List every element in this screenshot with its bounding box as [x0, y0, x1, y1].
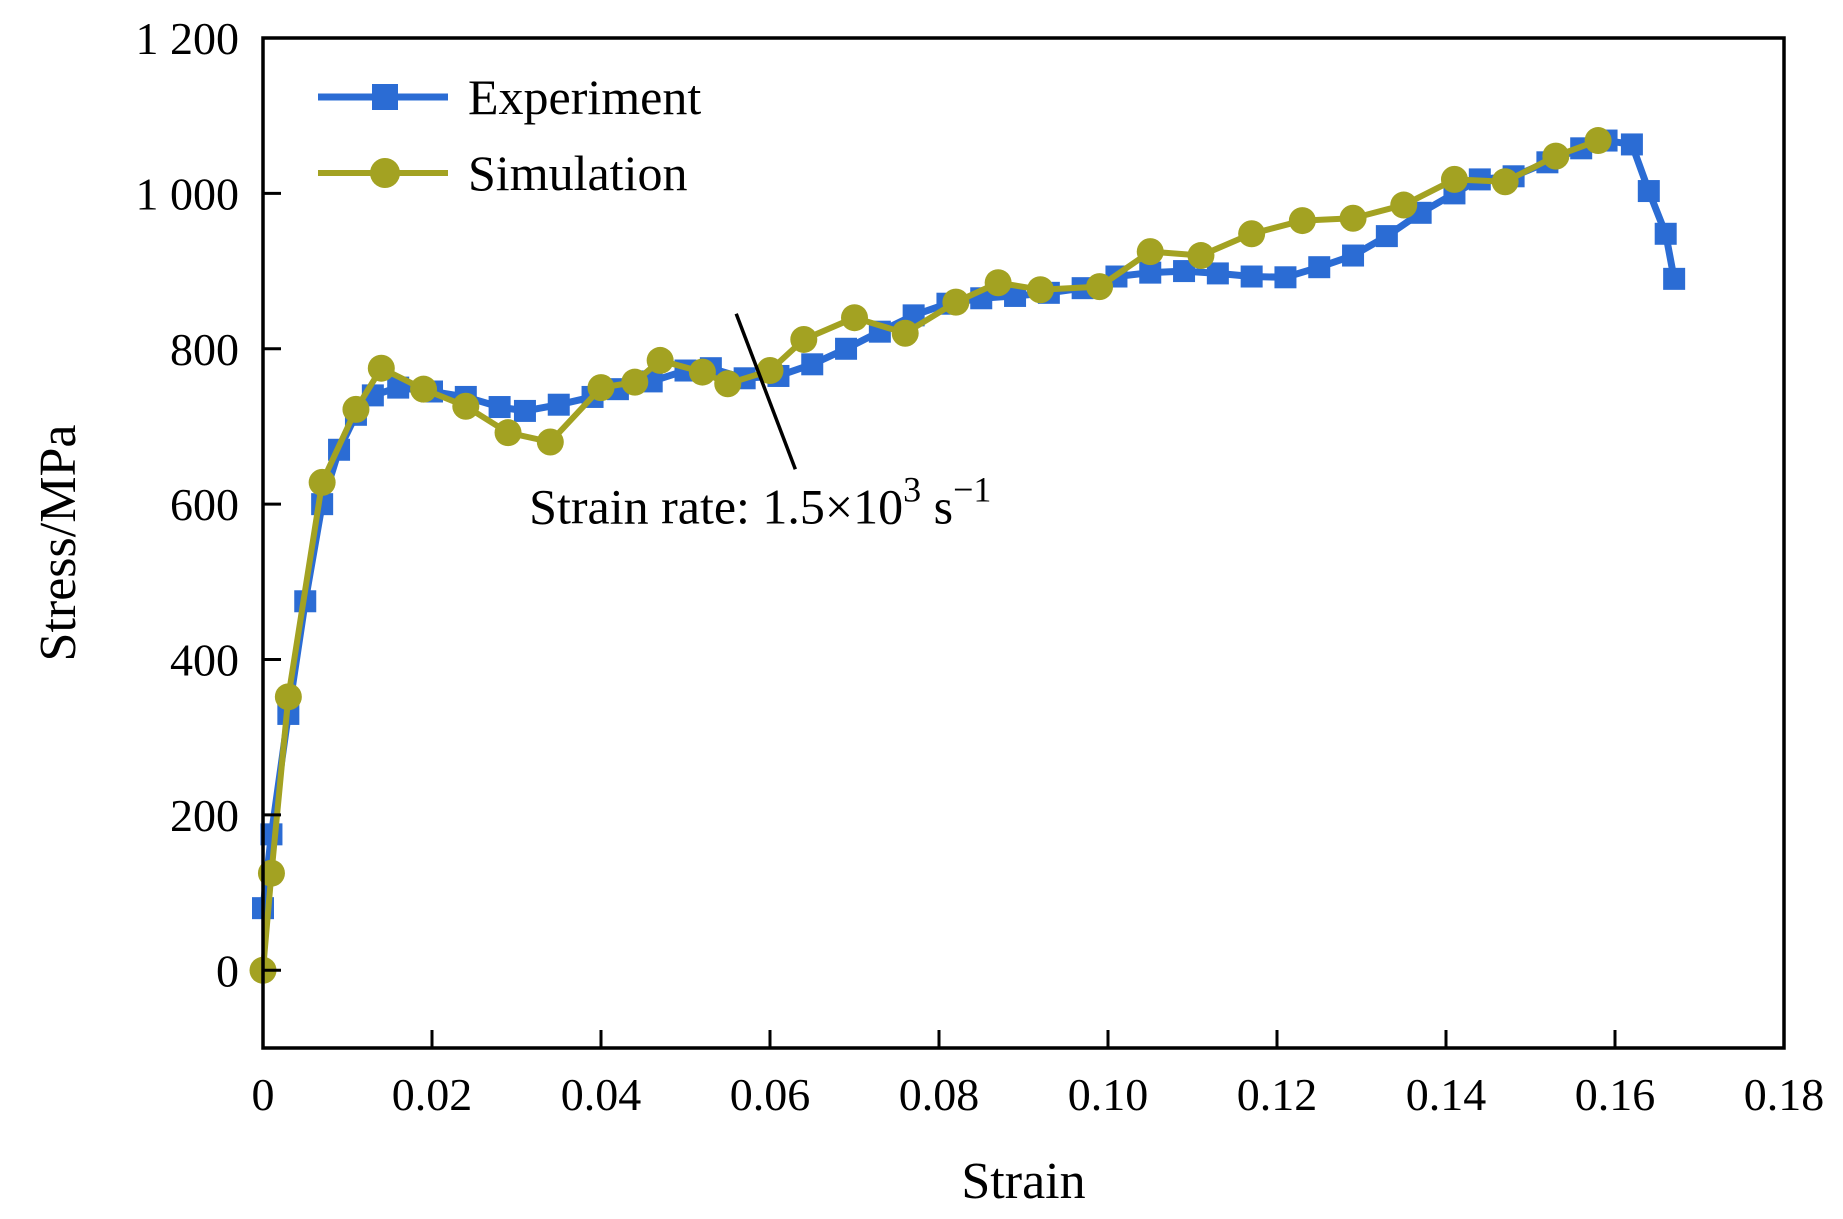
series-line-simulation: [260, 137, 1602, 974]
marker-square: [1206, 262, 1229, 285]
marker-square: [1342, 244, 1365, 267]
x-axis-title: Strain: [961, 1153, 1085, 1210]
y-tick-label: 1 000: [136, 168, 240, 219]
marker-circle: [1086, 273, 1114, 301]
x-tick-label: 0.14: [1406, 1069, 1487, 1120]
marker-square: [1173, 260, 1196, 283]
legend-marker-circle: [370, 158, 400, 188]
y-tick-label: 1 200: [136, 13, 240, 64]
marker-circle: [621, 368, 649, 396]
y-tick-label: 800: [170, 324, 239, 375]
marker-circle: [841, 304, 868, 332]
marker-circle: [342, 395, 370, 423]
marker-circle: [1026, 276, 1054, 304]
x-tick-label: 0.02: [392, 1069, 473, 1120]
series-markers-simulation: [249, 127, 1612, 984]
annotation-text: Strain rate: 1.5×103 s−1: [529, 470, 991, 535]
legend-label-experiment: Experiment: [468, 69, 701, 125]
y-tick-label: 200: [170, 790, 239, 841]
annotation-leader-line: [734, 313, 797, 470]
marker-circle: [790, 325, 818, 353]
x-tick-label: 0.12: [1237, 1069, 1318, 1120]
y-tick-label: 0: [216, 945, 239, 996]
marker-circle: [274, 683, 302, 711]
strain-rate-annotation: Strain rate: 1.5×103 s−1: [529, 313, 991, 535]
marker-circle: [1339, 204, 1367, 232]
marker-square: [835, 337, 858, 360]
x-tick-label: 0.06: [730, 1069, 811, 1120]
y-tick-label: 400: [170, 635, 239, 686]
legend-label-simulation: Simulation: [468, 145, 687, 201]
y-axis-title: Stress/MPa: [30, 425, 87, 662]
marker-square: [488, 396, 511, 419]
marker-circle: [1238, 220, 1266, 248]
marker-square: [1375, 225, 1398, 248]
y-tick-label: 600: [170, 479, 239, 530]
marker-circle: [756, 357, 784, 385]
marker-circle: [1584, 127, 1612, 155]
marker-circle: [410, 375, 438, 403]
marker-square: [1663, 267, 1686, 290]
x-tick-label: 0.08: [899, 1069, 980, 1120]
marker-circle: [1491, 168, 1519, 196]
marker-circle: [1288, 207, 1316, 235]
x-tick-label: 0: [252, 1069, 275, 1120]
marker-circle: [452, 392, 480, 420]
marker-square: [1637, 180, 1660, 203]
marker-circle: [1136, 238, 1164, 266]
marker-circle: [494, 419, 522, 447]
plot-border: [261, 36, 1786, 1050]
legend-marker-square: [372, 84, 398, 110]
marker-square: [1308, 256, 1331, 279]
marker-circle: [536, 428, 564, 456]
marker-circle: [891, 319, 919, 347]
x-tick-label: 0.16: [1575, 1069, 1656, 1120]
marker-circle: [1390, 191, 1418, 219]
axes-layer: 0 0.02 0.04 0.06 0.08 0.10 0.12 0.14 0.16 0.18 0 20…: [30, 13, 1824, 1210]
marker-circle: [646, 346, 674, 374]
marker-square: [1654, 222, 1677, 245]
marker-circle: [587, 374, 615, 402]
marker-circle: [308, 468, 336, 496]
marker-square: [1139, 261, 1162, 284]
marker-circle: [984, 269, 1012, 297]
series-layer: [249, 127, 1686, 984]
series-line-experiment: [259, 137, 1678, 912]
marker-square: [547, 393, 570, 416]
x-tick-label: 0.04: [561, 1069, 642, 1120]
marker-square: [801, 353, 824, 376]
marker-circle: [1187, 242, 1215, 270]
marker-square: [513, 399, 536, 422]
marker-square: [1004, 284, 1027, 307]
x-tick-label: 0.10: [1068, 1069, 1149, 1120]
marker-circle: [688, 358, 716, 386]
marker-circle: [1440, 165, 1468, 193]
legend: Experiment Simulation: [318, 69, 701, 201]
marker-circle: [367, 354, 395, 382]
marker-square: [1620, 133, 1643, 156]
marker-circle: [714, 370, 742, 398]
series-markers-experiment: [252, 129, 1686, 920]
marker-circle: [942, 288, 970, 316]
x-tick-label: 0.18: [1744, 1069, 1825, 1120]
marker-circle: [1542, 142, 1570, 170]
marker-square: [1240, 265, 1263, 288]
marker-square: [1274, 266, 1297, 289]
